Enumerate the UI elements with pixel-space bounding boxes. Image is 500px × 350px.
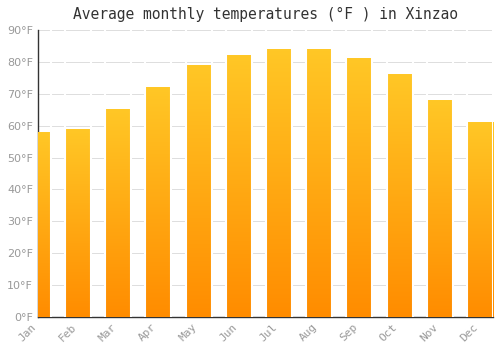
Bar — [306, 49, 332, 317]
Bar — [146, 88, 172, 317]
Bar — [346, 59, 372, 317]
Bar — [386, 75, 412, 317]
Bar — [105, 110, 132, 317]
Bar — [226, 56, 252, 317]
Bar — [467, 122, 493, 317]
Bar — [65, 129, 91, 317]
Bar — [266, 49, 292, 317]
Bar — [426, 100, 453, 317]
Bar — [186, 65, 212, 317]
Bar — [24, 132, 51, 317]
Title: Average monthly temperatures (°F ) in Xinzao: Average monthly temperatures (°F ) in Xi… — [73, 7, 458, 22]
